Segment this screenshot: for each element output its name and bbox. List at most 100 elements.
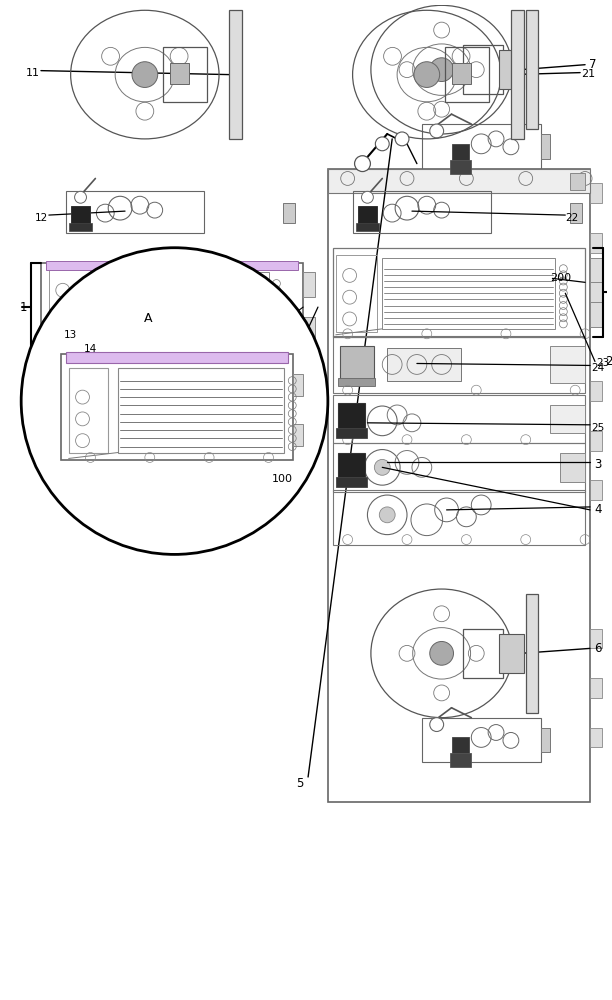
Bar: [338, 453, 365, 484]
Bar: [65, 191, 204, 233]
Circle shape: [430, 58, 453, 82]
Circle shape: [75, 191, 86, 203]
Text: 7: 7: [589, 58, 597, 71]
Bar: [338, 403, 365, 435]
Bar: [540, 134, 550, 159]
Bar: [70, 206, 91, 228]
Bar: [452, 144, 469, 164]
Bar: [333, 336, 585, 393]
Bar: [49, 269, 91, 347]
Bar: [353, 191, 491, 233]
Bar: [590, 381, 602, 401]
Text: 3: 3: [594, 458, 602, 471]
Bar: [590, 302, 602, 327]
Text: A: A: [144, 312, 152, 325]
Circle shape: [375, 137, 389, 151]
Bar: [69, 368, 108, 453]
Circle shape: [354, 156, 370, 172]
Text: 1: 1: [20, 301, 27, 314]
Text: 5: 5: [296, 777, 304, 790]
Bar: [590, 678, 602, 698]
Bar: [336, 428, 367, 438]
Circle shape: [21, 248, 328, 554]
Bar: [41, 263, 303, 352]
Bar: [65, 352, 288, 363]
Bar: [229, 10, 242, 139]
Bar: [499, 50, 524, 89]
Bar: [590, 258, 602, 282]
Circle shape: [395, 132, 409, 146]
Text: 100: 100: [272, 474, 293, 484]
Bar: [382, 258, 556, 329]
Text: 12: 12: [34, 213, 48, 223]
Bar: [357, 206, 378, 228]
Bar: [450, 753, 471, 767]
Circle shape: [430, 718, 444, 732]
Text: 11: 11: [26, 68, 40, 78]
Bar: [69, 223, 92, 231]
Bar: [387, 348, 461, 381]
Text: 21: 21: [581, 69, 595, 79]
Bar: [61, 354, 293, 460]
Bar: [95, 272, 269, 344]
Circle shape: [379, 507, 395, 523]
Circle shape: [375, 459, 390, 475]
Bar: [444, 47, 489, 102]
Bar: [333, 248, 585, 337]
Circle shape: [414, 62, 439, 87]
Text: 23: 23: [596, 358, 610, 368]
Bar: [328, 169, 590, 802]
Bar: [338, 378, 375, 386]
Bar: [170, 63, 189, 84]
Bar: [561, 453, 585, 482]
Bar: [163, 47, 207, 102]
Text: 13: 13: [64, 330, 77, 340]
Text: 24: 24: [591, 363, 605, 373]
Bar: [526, 10, 537, 129]
Bar: [333, 395, 585, 443]
Text: 6: 6: [594, 642, 602, 655]
Bar: [450, 160, 471, 174]
Bar: [293, 424, 303, 446]
Bar: [511, 10, 524, 139]
Bar: [336, 477, 367, 487]
Bar: [340, 346, 375, 383]
Text: 22: 22: [565, 213, 579, 223]
Bar: [336, 255, 378, 332]
Bar: [590, 233, 602, 253]
Bar: [303, 272, 315, 297]
Bar: [452, 63, 471, 84]
Bar: [463, 45, 503, 94]
Bar: [422, 718, 540, 762]
Bar: [570, 173, 585, 190]
Circle shape: [430, 124, 444, 138]
Bar: [333, 443, 585, 492]
Text: 25: 25: [591, 423, 605, 433]
Bar: [526, 594, 537, 713]
Bar: [303, 317, 315, 342]
Bar: [452, 737, 469, 757]
Bar: [422, 124, 540, 169]
Bar: [356, 223, 379, 231]
Bar: [550, 405, 585, 433]
Text: 4: 4: [594, 503, 602, 516]
Bar: [463, 629, 503, 678]
Text: 200: 200: [550, 273, 571, 283]
Bar: [118, 368, 285, 453]
Bar: [570, 203, 582, 223]
Text: 2: 2: [605, 355, 612, 368]
Bar: [46, 261, 298, 270]
Bar: [333, 490, 585, 545]
Circle shape: [362, 191, 373, 203]
Bar: [590, 480, 602, 500]
Bar: [293, 374, 303, 396]
Bar: [328, 169, 590, 193]
Bar: [283, 203, 295, 223]
Bar: [590, 183, 602, 203]
Bar: [590, 629, 602, 648]
Bar: [550, 346, 585, 383]
Bar: [590, 728, 602, 747]
Bar: [540, 728, 550, 752]
Bar: [590, 431, 602, 451]
Bar: [590, 282, 602, 302]
